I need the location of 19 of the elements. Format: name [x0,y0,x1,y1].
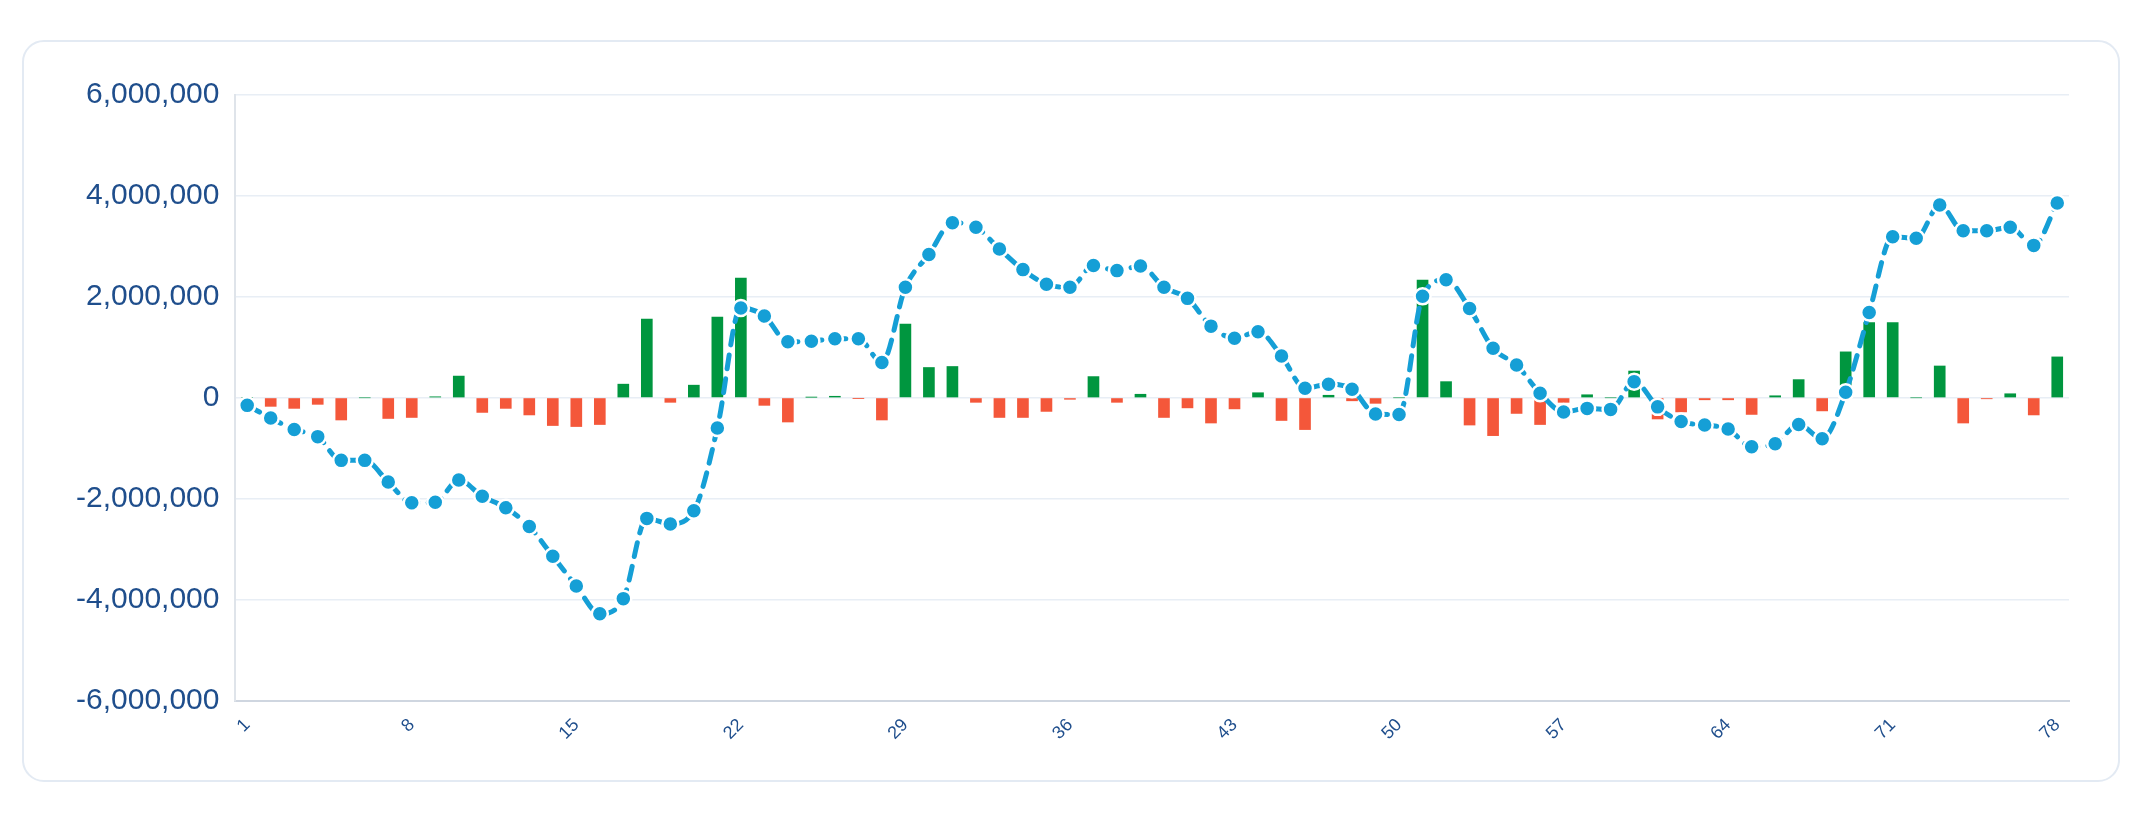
x-tick-label: 71 [1870,714,1900,743]
x-tick-label: 1 [232,714,254,736]
y-tick-label: 0 [202,379,220,413]
x-tick-label: 15 [554,714,583,743]
x-tick-label: 57 [1541,714,1570,743]
x-tick-label: 43 [1212,714,1241,743]
y-tick-label: 2,000,000 [85,278,220,312]
y-tick-label: -4,000,000 [76,580,220,614]
x-tick-label: 50 [1377,714,1406,743]
x-tick-label: 29 [883,714,912,743]
y-tick-label: -2,000,000 [76,479,220,513]
x-tick-label: 64 [1706,714,1735,743]
x-tick-label: 8 [396,714,419,736]
y-tick-label: 4,000,000 [85,177,220,211]
x-tick-label: 22 [718,714,748,743]
x-tick-label: 78 [2035,714,2064,743]
y-tick-label: -6,000,000 [76,681,220,715]
y-tick-label: 6,000,000 [85,76,220,110]
x-tick-label: 36 [1047,714,1077,743]
